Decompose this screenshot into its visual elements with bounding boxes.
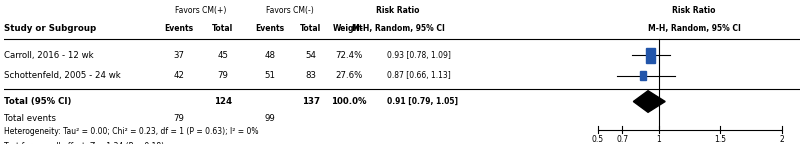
Polygon shape [634, 91, 666, 112]
Text: 45: 45 [218, 51, 229, 60]
Text: Total: Total [300, 24, 322, 33]
Text: Schottenfeld, 2005 - 24 wk: Schottenfeld, 2005 - 24 wk [4, 71, 121, 80]
Text: Total events: Total events [4, 114, 56, 123]
Text: 79: 79 [174, 114, 185, 123]
Text: 0.87 [0.66, 1.13]: 0.87 [0.66, 1.13] [386, 71, 450, 80]
Text: Weight: Weight [334, 24, 364, 33]
Text: 2: 2 [779, 135, 784, 144]
Text: 72.4%: 72.4% [335, 51, 362, 60]
Text: 1.5: 1.5 [714, 135, 726, 144]
Text: 0.93 [0.78, 1.09]: 0.93 [0.78, 1.09] [386, 51, 450, 60]
Text: 124: 124 [214, 97, 232, 106]
Text: 37: 37 [174, 51, 185, 60]
Text: 137: 137 [302, 97, 320, 106]
Bar [641, 71, 646, 80]
Text: 1: 1 [657, 135, 662, 144]
Text: Favors CM(+): Favors CM(+) [175, 6, 226, 15]
Text: Total: Total [212, 24, 234, 33]
Text: 0.91 [0.79, 1.05]: 0.91 [0.79, 1.05] [386, 97, 458, 106]
Text: Risk Ratio: Risk Ratio [672, 6, 716, 15]
Text: Events: Events [165, 24, 194, 33]
Text: Test for overall effect: Z = 1.34 (P = 0.18): Test for overall effect: Z = 1.34 (P = 0… [4, 142, 164, 144]
Text: Risk Ratio: Risk Ratio [377, 6, 420, 15]
Text: Heterogeneity: Tau² = 0.00; Chi² = 0.23, df = 1 (P = 0.63); I² = 0%: Heterogeneity: Tau² = 0.00; Chi² = 0.23,… [4, 127, 258, 136]
Text: 99: 99 [264, 114, 275, 123]
Text: 48: 48 [264, 51, 275, 60]
Text: 27.6%: 27.6% [335, 71, 362, 80]
Text: Events: Events [255, 24, 284, 33]
Text: 42: 42 [174, 71, 185, 80]
Text: Favors CM(-): Favors CM(-) [266, 6, 314, 15]
Text: 0.7: 0.7 [616, 135, 628, 144]
Text: 51: 51 [264, 71, 275, 80]
Text: 83: 83 [305, 71, 316, 80]
Text: 79: 79 [218, 71, 229, 80]
Text: Carroll, 2016 - 12 wk: Carroll, 2016 - 12 wk [4, 51, 94, 60]
Text: 100.0%: 100.0% [331, 97, 366, 106]
Text: 54: 54 [305, 51, 316, 60]
Text: Total (95% CI): Total (95% CI) [4, 97, 71, 106]
Text: M-H, Random, 95% CI: M-H, Random, 95% CI [647, 24, 741, 33]
Bar [646, 48, 654, 63]
Text: M-H, Random, 95% CI: M-H, Random, 95% CI [352, 24, 445, 33]
Text: Study or Subgroup: Study or Subgroup [4, 24, 96, 33]
Text: 0.5: 0.5 [592, 135, 604, 144]
